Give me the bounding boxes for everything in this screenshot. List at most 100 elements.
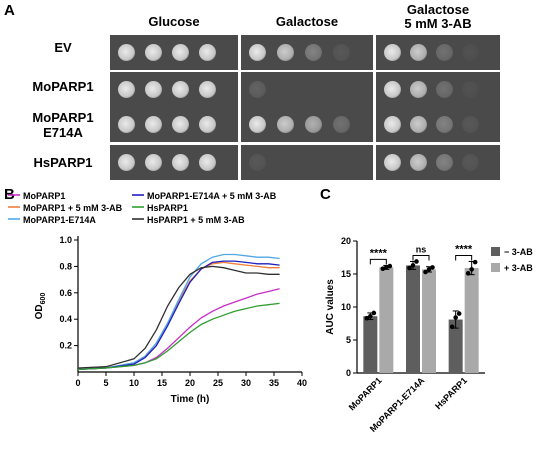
- yeast-spot: [172, 116, 189, 133]
- data-point: [430, 265, 435, 270]
- y-axis-label: AUC values: [325, 279, 336, 335]
- yeast-spot: [462, 44, 479, 61]
- bar: [464, 268, 479, 373]
- legend-swatch: [491, 247, 500, 256]
- data-point: [423, 269, 428, 275]
- significance-bracket: [412, 254, 430, 261]
- data-point: [456, 311, 462, 316]
- y-tick-label: 5: [346, 335, 351, 345]
- data-point: [414, 259, 419, 264]
- yeast-spot: [410, 154, 427, 171]
- yeast-spot: [249, 81, 266, 98]
- x-tick-label: 40: [297, 378, 307, 388]
- x-tick-label: 25: [213, 378, 223, 388]
- y-tick-label: 0: [346, 368, 351, 378]
- yeast-spot: [199, 154, 216, 171]
- yeast-spot: [249, 154, 266, 171]
- yeast-spot: [410, 44, 427, 61]
- yeast-spot: [436, 81, 453, 98]
- series-line: [77, 261, 280, 371]
- x-tick-label: 30: [241, 378, 251, 388]
- yeast-spot: [384, 116, 401, 133]
- column-header-galactose-3ab-subtitle: 5 mM 3-AB: [404, 16, 472, 31]
- x-axis-label: Time (h): [171, 394, 210, 405]
- plate-cell: [110, 72, 238, 107]
- legend-label: + 3-AB: [504, 263, 533, 273]
- row-label-moparp1-e714a-line1: MoPARP1: [32, 110, 94, 125]
- x-tick-label: 15: [157, 378, 167, 388]
- yeast-spot: [333, 116, 350, 133]
- bar: [422, 269, 436, 373]
- data-point: [469, 267, 474, 272]
- series-line: [77, 302, 280, 371]
- plate-cell: [376, 145, 500, 180]
- y-tick-label: 0.6: [59, 288, 72, 298]
- data-point: [465, 271, 471, 276]
- significance-label: ns: [416, 244, 427, 254]
- x-tick-label: 35: [269, 378, 279, 388]
- significance-label: ****: [455, 243, 473, 255]
- y-axis-label: OD600: [34, 293, 47, 320]
- y-tick-label: 1.0: [59, 235, 72, 245]
- yeast-spot: [462, 116, 479, 133]
- data-point: [410, 263, 416, 268]
- category-label: HsPARP1: [433, 375, 469, 411]
- x-tick-label: 0: [75, 378, 80, 388]
- data-point: [449, 324, 455, 330]
- y-tick-label: 0.2: [59, 341, 72, 351]
- bar: [448, 319, 463, 373]
- series-line: [77, 265, 280, 369]
- yeast-spot: [118, 116, 135, 133]
- column-header-galactose: Galactose: [275, 14, 339, 29]
- x-tick-label: 5: [103, 378, 108, 388]
- yeast-spot: [172, 44, 189, 61]
- data-point: [387, 263, 393, 269]
- data-point: [453, 315, 458, 320]
- bar: [406, 265, 420, 373]
- panel-label-c: C: [320, 186, 331, 203]
- legend-label: MoPARP1-E714A + 5 mM 3-AB: [147, 191, 277, 201]
- yeast-spot: [249, 116, 266, 133]
- data-point: [368, 313, 373, 319]
- y-tick-label: 0.8: [59, 261, 72, 271]
- yeast-spot: [118, 154, 135, 171]
- data-point: [371, 310, 377, 316]
- series-line: [77, 260, 280, 371]
- data-point: [426, 267, 432, 272]
- yeast-spot: [462, 81, 479, 98]
- y-tick-label: 15: [341, 269, 351, 279]
- plate-cell: [241, 107, 373, 142]
- yeast-spot: [305, 116, 322, 133]
- category-label: MoPARP1: [347, 375, 384, 412]
- legend-label: MoPARP1-E714A: [23, 215, 96, 225]
- row-label-hsparp1: HsPARP1: [33, 155, 93, 170]
- legend-label: MoPARP1: [23, 191, 65, 201]
- yeast-spot: [172, 81, 189, 98]
- yeast-spot: [436, 44, 453, 61]
- yeast-spot: [277, 44, 294, 61]
- growth-curve-chart: MoPARP1 MoPARP1 + 5 mM 3-AB MoPARP1-E714A M…: [8, 191, 307, 405]
- plate-cell: [110, 145, 238, 180]
- legend-label: HsPARP1: [147, 203, 188, 213]
- column-header-galactose-3ab-title: Galactose: [406, 2, 470, 17]
- yeast-spot: [199, 81, 216, 98]
- legend-label: MoPARP1 + 5 mM 3-AB: [23, 203, 123, 213]
- plate-cell: [376, 107, 500, 142]
- row-label-moparp1-e714a: MoPARP1 E714A: [20, 110, 106, 140]
- yeast-spot: [199, 44, 216, 61]
- y-tick-label: 0.4: [59, 314, 72, 324]
- data-point: [384, 265, 389, 270]
- data-point: [364, 315, 370, 321]
- panel-label-a: A: [4, 2, 15, 19]
- yeast-spot: [305, 44, 322, 61]
- yeast-spot: [145, 116, 162, 133]
- column-header-glucose: Glucose: [148, 14, 200, 29]
- row-label-moparp1-e714a-line2: E714A: [43, 125, 83, 140]
- yeast-spot: [118, 81, 135, 98]
- yeast-spot: [462, 154, 479, 171]
- plate-cell: [241, 145, 373, 180]
- yeast-spot: [145, 81, 162, 98]
- yeast-spot: [118, 44, 135, 61]
- yeast-spot: [410, 116, 427, 133]
